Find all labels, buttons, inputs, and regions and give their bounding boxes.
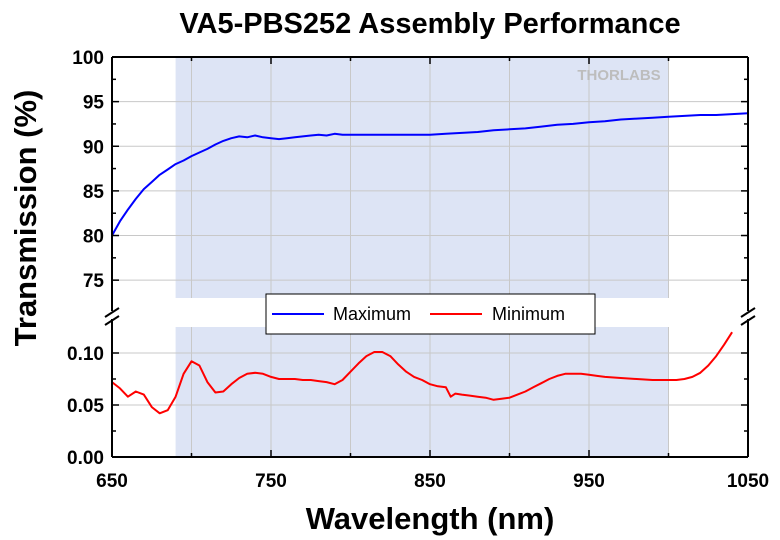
break-gap-left <box>104 311 120 319</box>
axis-break <box>104 307 756 326</box>
y-tick-labels: 75 80 85 90 95 100 0.00 0.05 0.10 <box>67 48 104 469</box>
x-tick-label: 850 <box>414 471 446 492</box>
tick-marks <box>111 56 749 458</box>
x-tick-label: 1050 <box>727 471 769 492</box>
y-tick-label: 85 <box>83 182 105 203</box>
break-mark <box>104 315 120 326</box>
legend-label-minimum: Minimum <box>492 304 565 324</box>
series-line-maximum <box>111 112 749 236</box>
series-line-minimum <box>111 331 733 415</box>
y-tick-label: 80 <box>83 227 104 248</box>
y-tick-label: 0.00 <box>67 448 104 469</box>
y-tick-label: 0.05 <box>67 396 104 417</box>
x-tick-label: 950 <box>573 471 605 492</box>
break-mark <box>740 315 756 326</box>
chart-title: VA5-PBS252 Assembly Performance <box>179 8 680 40</box>
gridlines <box>111 56 749 457</box>
legend-label-maximum: Maximum <box>333 304 411 324</box>
break-gap-right <box>740 311 756 319</box>
break-mark <box>104 307 120 318</box>
x-tick-label: 750 <box>255 471 287 492</box>
x-tick-label: 650 <box>96 471 128 492</box>
x-tick-labels: 650 750 850 950 1050 <box>96 471 769 492</box>
y-tick-label: 0.10 <box>67 344 104 365</box>
y-tick-label: 90 <box>83 137 104 158</box>
y-tick-label: 75 <box>83 271 105 292</box>
shaded-region <box>175 57 669 457</box>
shaded-band-lower <box>175 327 669 457</box>
break-mark <box>740 307 756 318</box>
y-axis-title: Transmission (%) <box>8 90 43 347</box>
y-tick-label: 95 <box>83 93 105 114</box>
y-tick-label: 100 <box>72 48 104 69</box>
x-axis-title: Wavelength (nm) <box>306 501 555 536</box>
series-layer <box>111 112 749 415</box>
legend: Maximum Minimum <box>265 293 596 335</box>
shaded-band-upper <box>175 57 669 298</box>
watermark-logo: THORLABS <box>577 67 660 84</box>
